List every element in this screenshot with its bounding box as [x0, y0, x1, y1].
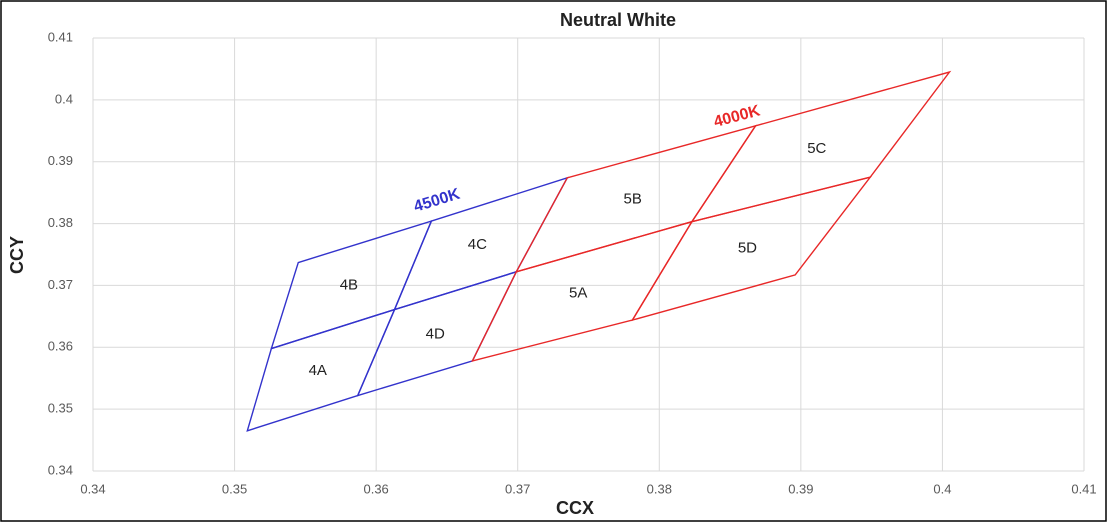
- bin-label: 5C: [807, 140, 826, 157]
- y-axis-label: CCY: [7, 236, 27, 274]
- bin-region: [630, 176, 873, 322]
- bin-label: 5D: [738, 239, 757, 256]
- bin-label: 5A: [569, 285, 587, 302]
- x-tick-label: 0.4: [933, 481, 951, 496]
- y-tick-label: 0.4: [55, 91, 73, 106]
- y-tick-label: 0.34: [48, 462, 73, 477]
- bin-label: 4B: [340, 276, 358, 293]
- y-tick-label: 0.38: [48, 215, 73, 230]
- y-tick-label: 0.39: [48, 153, 73, 168]
- x-tick-label: 0.41: [1071, 481, 1096, 496]
- y-tick-label: 0.36: [48, 339, 73, 354]
- x-tick-label: 0.36: [363, 481, 388, 496]
- x-tick-label: 0.39: [788, 481, 813, 496]
- bin-label: 4D: [426, 325, 445, 342]
- y-tick-label: 0.37: [48, 277, 73, 292]
- x-axis-label: CCX: [556, 498, 594, 518]
- x-tick-label: 0.37: [505, 481, 530, 496]
- x-tick-label: 0.38: [647, 481, 672, 496]
- bin-label: 5B: [624, 190, 642, 207]
- chart-title: Neutral White: [560, 10, 676, 30]
- bin-label: 4C: [468, 236, 487, 253]
- bin-label: 4A: [309, 362, 327, 379]
- y-tick-label: 0.41: [48, 29, 73, 44]
- x-tick-label: 0.34: [80, 481, 105, 496]
- y-tick-label: 0.35: [48, 401, 73, 416]
- x-tick-label: 0.35: [222, 481, 247, 496]
